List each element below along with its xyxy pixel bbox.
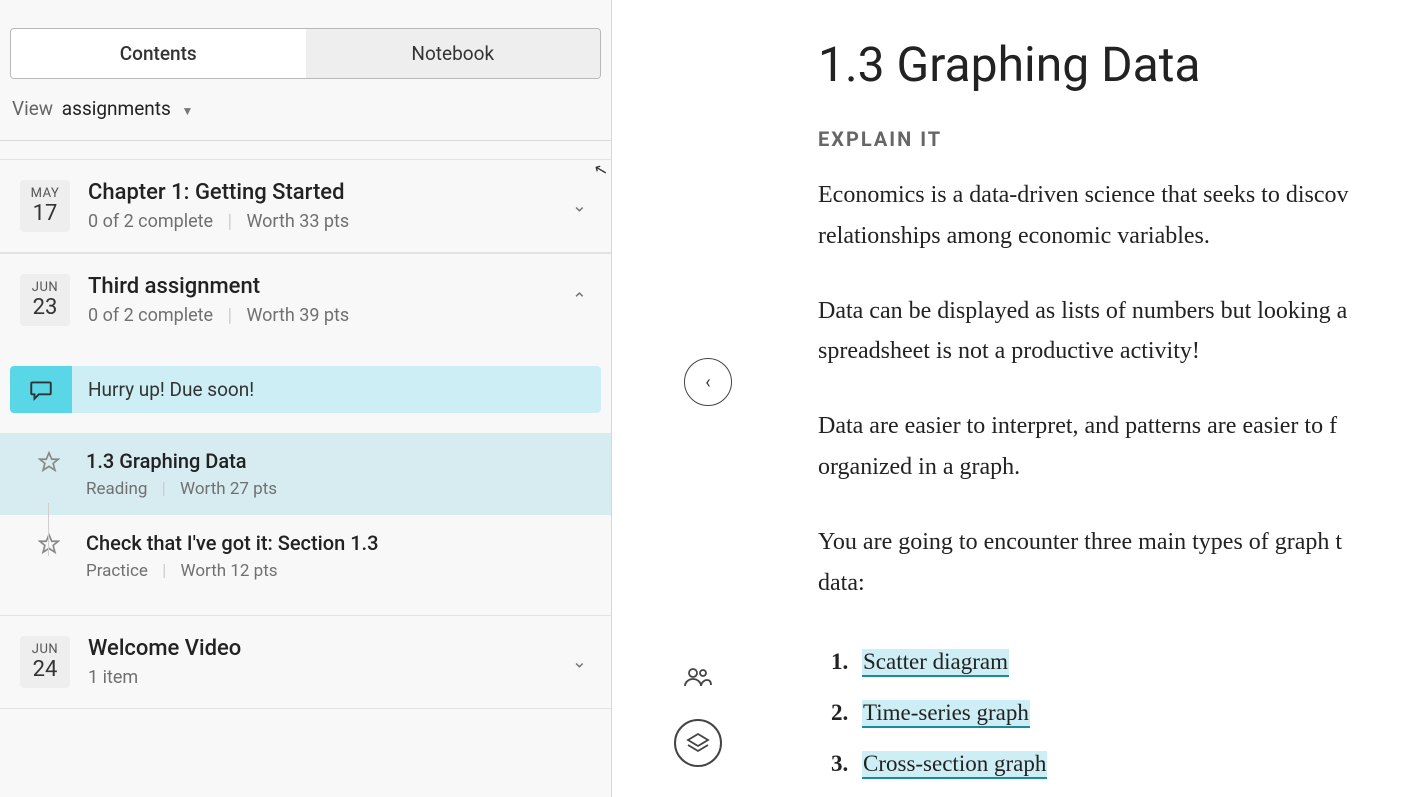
assignment-meta: 1 item: [88, 667, 595, 688]
assignment-progress: 1 item: [88, 667, 138, 688]
chevron-left-icon: ‹: [705, 372, 710, 393]
content-item-title: 1.3 Graphing Data: [86, 449, 595, 473]
page-title: 1.3 Graphing Data: [818, 36, 1401, 93]
connector-line: [48, 503, 49, 556]
divider: |: [162, 561, 166, 581]
content-item-type: Practice: [86, 561, 148, 581]
section-label: EXPLAIN IT: [818, 127, 1401, 151]
list-item: Cross-section graph: [854, 739, 1401, 790]
alert-text: Hurry up! Due soon!: [72, 366, 601, 413]
tab-contents[interactable]: Contents: [11, 29, 306, 78]
assignment-body: Welcome Video 1 item: [88, 636, 595, 688]
paragraph: Economics is a data-driven science that …: [818, 175, 1401, 257]
content-item[interactable]: 1.3 Graphing Data Reading | Worth 27 pts: [0, 433, 611, 515]
date-badge: JUN 23: [20, 274, 70, 326]
layers-button[interactable]: [674, 719, 722, 767]
content-item-type: Reading: [86, 479, 147, 499]
chevron-down-icon[interactable]: ⌄: [572, 652, 587, 673]
content-item-worth: Worth 27 pts: [180, 479, 277, 499]
content-item-meta: Reading | Worth 27 pts: [86, 479, 595, 499]
due-soon-alert: Hurry up! Due soon!: [10, 366, 601, 413]
text-line: You are going to encounter three main ty…: [818, 529, 1342, 555]
alert-icon-box: [10, 366, 72, 413]
assignment-row[interactable]: JUN 23 Third assignment 0 of 2 complete …: [0, 253, 611, 346]
star-icon[interactable]: [24, 449, 74, 473]
list-item: Time-series graph: [854, 688, 1401, 739]
assignment-meta: 0 of 2 complete | Worth 33 pts: [88, 211, 595, 232]
assignment-body: Chapter 1: Getting Started 0 of 2 comple…: [88, 180, 595, 232]
content-item-body: Check that I've got it: Section 1.3 Prac…: [86, 531, 595, 581]
divider: |: [162, 479, 166, 499]
text-line: relationships among economic variables.: [818, 223, 1210, 249]
paragraph: Data can be displayed as lists of number…: [818, 291, 1401, 373]
people-icon[interactable]: [684, 667, 712, 691]
sidebar: Contents Notebook View assignments ▼ MAY…: [0, 0, 612, 797]
assignment-meta: 0 of 2 complete | Worth 39 pts: [88, 305, 595, 326]
text-line: Data can be displayed as lists of number…: [818, 298, 1347, 324]
link-time-series-graph[interactable]: Time-series graph: [862, 700, 1030, 728]
assignment-row[interactable]: JUN 24 Welcome Video 1 item ⌄: [0, 615, 611, 709]
side-toolbar: [674, 667, 722, 767]
chevron-up-icon[interactable]: ⌃: [572, 290, 587, 311]
link-cross-section-graph[interactable]: Cross-section graph: [862, 751, 1047, 779]
date-badge: MAY 17: [20, 180, 70, 232]
assignment-worth: Worth 33 pts: [246, 211, 349, 232]
content-item-body: 1.3 Graphing Data Reading | Worth 27 pts: [86, 449, 595, 499]
chevron-down-icon[interactable]: ⌄: [572, 196, 587, 217]
view-label: View: [12, 97, 53, 120]
tab-notebook[interactable]: Notebook: [306, 29, 601, 78]
view-filter[interactable]: View assignments ▼: [0, 79, 611, 136]
text-line: data:: [818, 570, 865, 596]
text-line: Data are easier to interpret, and patter…: [818, 413, 1337, 439]
view-value: assignments: [62, 97, 171, 120]
content-item-worth: Worth 12 pts: [181, 561, 278, 581]
chevron-down-icon: ▼: [182, 104, 194, 118]
divider: |: [228, 305, 232, 326]
divider: |: [228, 211, 232, 232]
date-day: 23: [20, 295, 70, 320]
date-day: 24: [20, 657, 70, 682]
layers-icon: [686, 731, 710, 755]
assignment-row[interactable]: MAY 17 Chapter 1: Getting Started 0 of 2…: [0, 159, 611, 253]
assignment-progress: 0 of 2 complete: [88, 305, 213, 326]
link-scatter-diagram[interactable]: Scatter diagram: [862, 649, 1009, 677]
date-month: JUN: [20, 642, 70, 657]
list-item: Scatter diagram: [854, 637, 1401, 688]
date-month: MAY: [20, 186, 70, 201]
assignment-title: Third assignment: [88, 274, 595, 299]
speech-bubble-icon: [28, 377, 54, 403]
assignment-worth: Worth 39 pts: [246, 305, 349, 326]
content-item[interactable]: Check that I've got it: Section 1.3 Prac…: [0, 515, 611, 597]
assignment-body: Third assignment 0 of 2 complete | Worth…: [88, 274, 595, 326]
date-day: 17: [20, 201, 70, 226]
paragraph: Data are easier to interpret, and patter…: [818, 406, 1401, 488]
assignment-title: Chapter 1: Getting Started: [88, 180, 595, 205]
collapse-sidebar-button[interactable]: ‹: [684, 358, 732, 406]
article: 1.3 Graphing Data EXPLAIN IT Economics i…: [818, 36, 1401, 789]
content-item-meta: Practice | Worth 12 pts: [86, 561, 595, 581]
assignment-progress: 0 of 2 complete: [88, 211, 213, 232]
assignment-title: Welcome Video: [88, 636, 595, 661]
tab-bar: Contents Notebook: [10, 28, 601, 79]
date-badge: JUN 24: [20, 636, 70, 688]
text-line: Economics is a data-driven science that …: [818, 182, 1349, 208]
star-icon[interactable]: [24, 531, 74, 555]
text-line: spreadsheet is not a productive activity…: [818, 338, 1200, 364]
date-month: JUN: [20, 280, 70, 295]
main-content: ‹ 1.3 Graphing Data EXPLAIN IT Economics…: [612, 0, 1401, 797]
graph-types-list: Scatter diagram Time-series graph Cross-…: [854, 637, 1401, 789]
text-line: organized in a graph.: [818, 454, 1020, 480]
paragraph: You are going to encounter three main ty…: [818, 522, 1401, 604]
content-item-title: Check that I've got it: Section 1.3: [86, 531, 595, 555]
